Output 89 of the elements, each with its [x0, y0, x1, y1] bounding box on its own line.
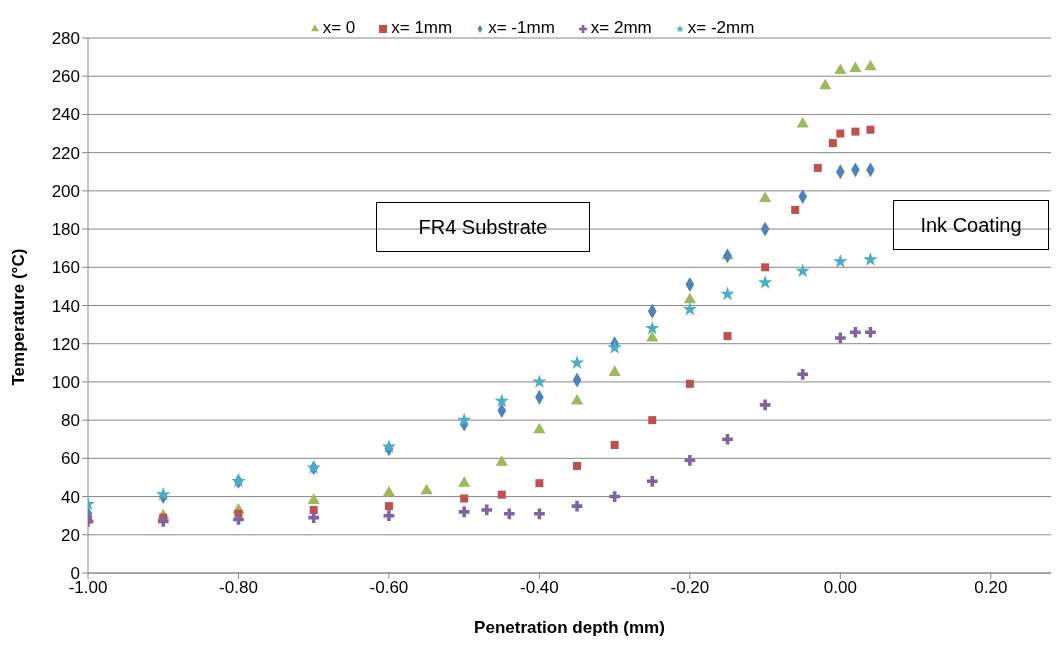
- y-tick-label: 180: [51, 220, 80, 240]
- point: [157, 516, 169, 527]
- point: [796, 116, 809, 128]
- point: [759, 399, 771, 411]
- point: [683, 292, 696, 304]
- point: [850, 326, 861, 338]
- point: [570, 394, 584, 405]
- point: [684, 454, 696, 466]
- point: [828, 139, 837, 148]
- legend-label: x= 1mm: [391, 18, 453, 37]
- x-tick-label: -0.20: [670, 578, 710, 598]
- point: [646, 330, 659, 342]
- point: [533, 422, 546, 434]
- point: [722, 433, 733, 445]
- point: [458, 506, 470, 518]
- point: [836, 129, 845, 138]
- y-tick-label: 140: [51, 296, 80, 316]
- point: [849, 61, 862, 73]
- point: [759, 191, 772, 203]
- point: [420, 483, 433, 495]
- point: [571, 500, 583, 512]
- x-tick-label: -0.80: [219, 578, 258, 598]
- point: [833, 254, 848, 268]
- legend-label: x= 0: [322, 18, 356, 37]
- y-tick-label: 160: [51, 258, 80, 278]
- y-tick-label: 220: [51, 143, 80, 163]
- point: [573, 462, 582, 470]
- point: [534, 508, 545, 520]
- text-box: FR4 Substrate: [376, 202, 590, 252]
- point: [503, 508, 515, 520]
- y-tick-label: 80: [61, 411, 80, 431]
- legend-label: x= -2mm: [687, 18, 755, 37]
- point: [795, 263, 810, 278]
- point: [309, 505, 318, 514]
- point: [757, 275, 773, 289]
- point: [535, 479, 544, 488]
- point: [381, 439, 397, 453]
- point: [460, 494, 469, 503]
- x-axis-title: Penetration depth (mm): [474, 618, 665, 637]
- point: [723, 332, 732, 341]
- point: [720, 286, 735, 301]
- y-tick-label: 280: [51, 29, 80, 49]
- point: [851, 127, 860, 136]
- point: [682, 301, 698, 316]
- point: [864, 59, 877, 71]
- y-tick-label: 100: [51, 372, 80, 392]
- x-tick-label: -0.40: [520, 578, 559, 598]
- point: [834, 332, 846, 344]
- point: [481, 504, 493, 516]
- text-box: Ink Coating: [893, 200, 1049, 250]
- y-tick-label: 60: [61, 449, 80, 469]
- point: [819, 78, 832, 90]
- x-tick-label: 0.20: [974, 578, 1008, 598]
- point: [456, 412, 472, 427]
- point: [646, 475, 658, 487]
- point: [791, 205, 800, 214]
- point: [761, 263, 770, 272]
- legend-label: x= -1mm: [488, 18, 555, 37]
- point: [866, 125, 875, 134]
- x-tick-label: -0.60: [369, 578, 409, 598]
- point: [497, 490, 506, 499]
- y-tick-label: 120: [51, 334, 80, 354]
- y-tick-label: 200: [51, 181, 80, 201]
- y-tick-label: 40: [61, 487, 80, 507]
- y-tick-label: 260: [51, 67, 80, 87]
- point: [645, 320, 660, 335]
- point: [648, 416, 657, 425]
- point: [608, 365, 621, 376]
- point: [865, 326, 876, 338]
- point: [610, 440, 619, 449]
- point: [813, 163, 822, 172]
- y-axis-title: Temperature (°C): [9, 248, 29, 386]
- point: [495, 455, 508, 466]
- point: [797, 368, 809, 380]
- y-tick-label: 240: [51, 105, 80, 125]
- point: [307, 493, 320, 504]
- y-tick-label: 20: [61, 525, 80, 545]
- point: [494, 393, 509, 408]
- point: [569, 355, 585, 369]
- point: [384, 502, 393, 511]
- point: [458, 476, 471, 487]
- point: [382, 485, 396, 497]
- point: [532, 374, 547, 389]
- point: [685, 379, 694, 388]
- point: [834, 63, 847, 74]
- legend-label: x= 2mm: [590, 18, 652, 37]
- x-tick-label: 0.00: [823, 578, 857, 598]
- point: [383, 510, 395, 522]
- point: [863, 252, 878, 266]
